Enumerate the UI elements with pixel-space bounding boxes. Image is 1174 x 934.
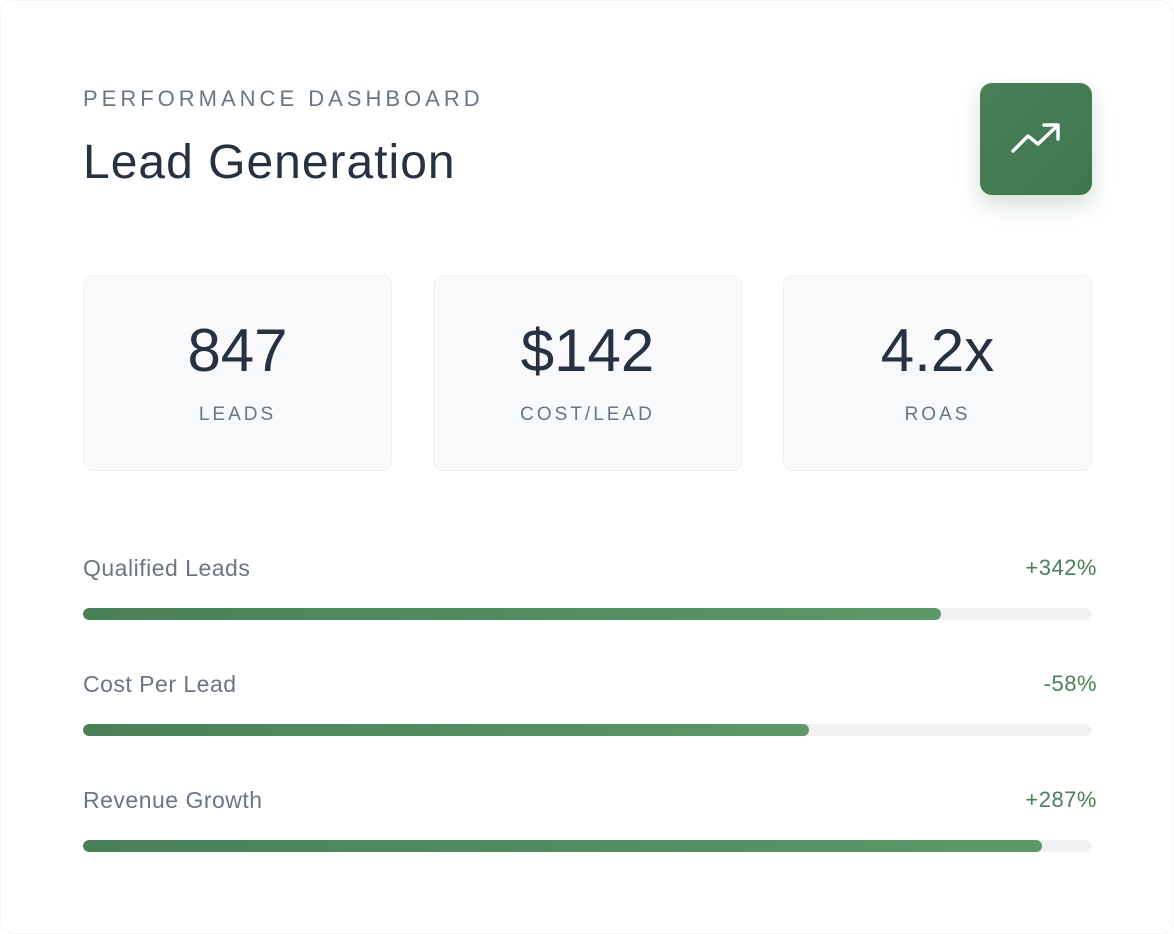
stat-label: LEADS [198,404,277,425]
stat-label: ROAS [904,404,971,425]
stat-value: 847 [187,317,288,384]
progress-fill [83,840,1042,852]
stat-card-roas: 4.2x ROAS [783,275,1092,471]
metric-label-revenue-growth: Revenue Growth [83,787,263,813]
stat-value: 4.2x [880,317,995,384]
progress-track-cost-per-lead [83,724,1092,736]
metric-change-cost-per-lead: -58% [1043,671,1097,696]
progress-fill [83,608,941,620]
progress-track-qualified-leads [83,608,1092,620]
progress-track-revenue-growth [83,840,1092,852]
progress-fill [83,724,810,736]
stat-value: $142 [520,317,655,384]
metric-label-qualified-leads: Qualified Leads [83,555,251,581]
page-title: Lead Generation [83,136,456,189]
metric-change-qualified-leads: +342% [1025,555,1097,580]
metric-label-cost-per-lead: Cost Per Lead [83,671,237,697]
trending-up-icon [1011,123,1060,153]
stat-card-cost-per-lead: $142 COST/LEAD [433,275,742,471]
trending-badge [980,83,1092,195]
stat-label: COST/LEAD [520,404,655,425]
stat-card-leads: 847 LEADS [83,275,392,471]
dashboard-eyebrow: PERFORMANCE DASHBOARD [83,86,484,111]
metric-change-revenue-growth: +287% [1025,787,1097,812]
